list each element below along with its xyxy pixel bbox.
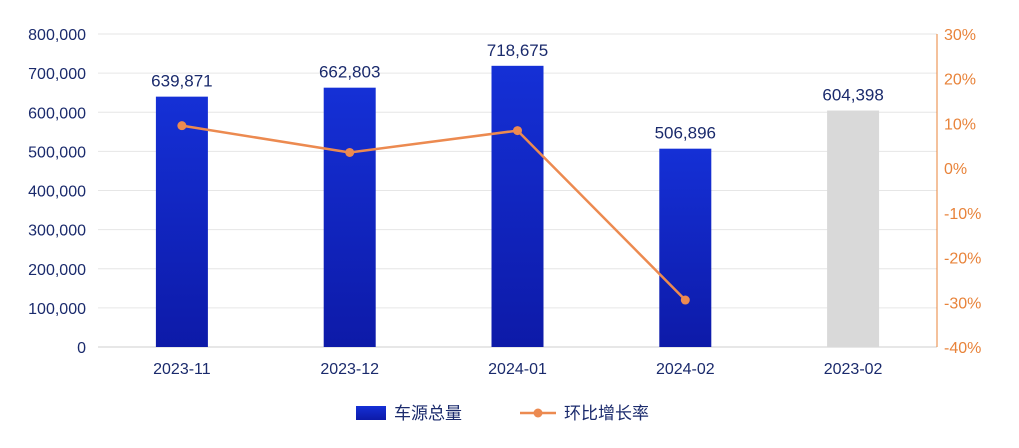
bar bbox=[323, 87, 376, 347]
left-axis-tick-label: 100,000 bbox=[28, 301, 86, 318]
left-axis-tick-label: 500,000 bbox=[28, 144, 86, 161]
right-axis-tick-label: 0% bbox=[944, 161, 967, 178]
right-axis-tick-label: -30% bbox=[944, 295, 981, 312]
line-series bbox=[177, 121, 690, 305]
left-axis-tick-label: 700,000 bbox=[28, 66, 86, 83]
legend-label-total: 车源总量 bbox=[394, 404, 462, 423]
right-axis-tick-label: -10% bbox=[944, 206, 981, 223]
x-axis-tick-label: 2023-11 bbox=[153, 361, 211, 378]
left-axis-tick-label: 800,000 bbox=[28, 27, 86, 44]
bar-value-label: 604,398 bbox=[822, 86, 883, 105]
bar bbox=[155, 96, 208, 347]
right-axis-tick-label: -20% bbox=[944, 251, 981, 268]
legend-label-growth: 环比增长率 bbox=[564, 404, 649, 423]
bar bbox=[659, 148, 712, 347]
x-axis-tick-label: 2023-02 bbox=[824, 361, 883, 378]
x-axis-tick-label: 2024-02 bbox=[656, 361, 715, 378]
bar-value-label: 662,803 bbox=[319, 63, 380, 82]
left-axis-tick-label: 600,000 bbox=[28, 105, 86, 122]
left-axis-tick-label: 300,000 bbox=[28, 223, 86, 240]
bar-series bbox=[155, 65, 880, 347]
left-axis-tick-label: 400,000 bbox=[28, 184, 86, 201]
legend: 车源总量 环比增长率 bbox=[356, 404, 649, 423]
bar bbox=[827, 110, 880, 347]
growth-rate-point bbox=[513, 126, 522, 136]
bar-value-label: 718,675 bbox=[487, 41, 548, 60]
right-axis-tick-label: 30% bbox=[944, 27, 976, 44]
growth-rate-point bbox=[177, 121, 187, 131]
bar-value-label: 506,896 bbox=[655, 124, 716, 143]
growth-rate-point bbox=[345, 147, 355, 157]
growth-rate-point bbox=[680, 295, 690, 305]
x-axis-tick-label: 2023-12 bbox=[320, 361, 379, 378]
right-axis-tick-label: 10% bbox=[944, 116, 976, 133]
right-axis-tick-label: -40% bbox=[944, 340, 981, 357]
x-axis-tick-label: 2024-01 bbox=[488, 361, 547, 378]
bar-value-label: 639,871 bbox=[151, 72, 212, 91]
bar bbox=[491, 65, 544, 347]
right-axis-tick-label: 20% bbox=[944, 72, 976, 89]
left-axis-tick-label: 0 bbox=[77, 340, 86, 357]
axes: 0 100,000 200,000 300,000 400,000 500,000 600,… bbox=[28, 27, 981, 378]
data-labels: 639,871 662,803 718,675 506,896 604,398 bbox=[151, 41, 884, 143]
left-axis-tick-label: 200,000 bbox=[28, 262, 86, 279]
legend-bar-swatch bbox=[356, 406, 386, 420]
growth-rate-line bbox=[181, 124, 687, 301]
legend-line-marker bbox=[533, 408, 543, 418]
